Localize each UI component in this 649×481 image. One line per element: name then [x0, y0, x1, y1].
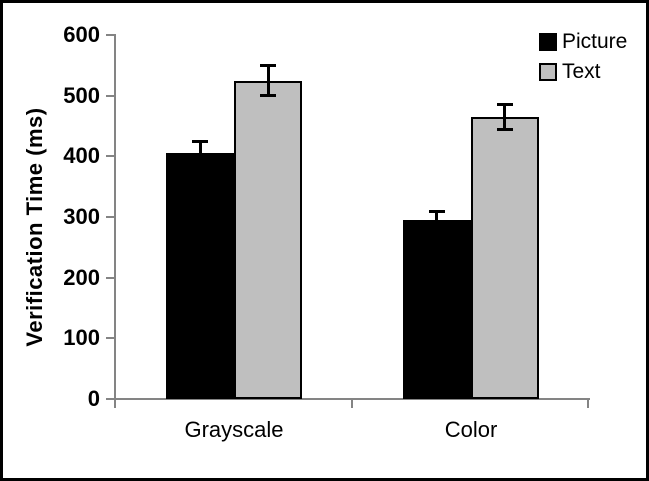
- error-bar-line: [266, 65, 270, 96]
- x-axis-line: [114, 398, 590, 400]
- y-tick-label: 400: [63, 143, 100, 169]
- legend-swatch-picture: [539, 33, 557, 51]
- y-tick-label: 200: [63, 264, 100, 290]
- y-tick-label: 500: [63, 82, 100, 108]
- y-tick-label: 600: [63, 22, 100, 47]
- bar-text-grayscale: [234, 80, 303, 399]
- legend-label-text: Text: [562, 60, 601, 83]
- x-tick-mark: [587, 400, 589, 408]
- y-tick-mark: [106, 94, 114, 97]
- y-axis-line: [114, 34, 116, 401]
- error-bar-cap-top: [496, 103, 513, 107]
- error-bar-cap-bottom: [260, 93, 277, 97]
- y-tick-mark: [106, 155, 114, 158]
- y-tick-mark: [106, 216, 114, 218]
- y-tick-label: 0: [87, 386, 100, 411]
- error-bar-cap-top: [192, 140, 209, 144]
- legend-entry-text: Text: [539, 57, 627, 87]
- bar-text-color: [470, 116, 539, 399]
- error-bar-cap-bottom: [192, 163, 209, 167]
- legend: Picture Text: [539, 27, 627, 87]
- x-tick-mark: [114, 400, 116, 408]
- y-tick-label: 300: [63, 204, 100, 229]
- legend-swatch-text: [539, 63, 557, 81]
- legend-label-picture: Picture: [562, 30, 628, 53]
- error-bar-cap-bottom: [428, 227, 445, 231]
- error-bar-cap-bottom: [496, 127, 513, 131]
- error-bar-cap-top: [428, 209, 445, 213]
- x-category-label-color: Color: [444, 417, 498, 442]
- x-category-label-grayscale: Grayscale: [184, 417, 284, 442]
- y-tick-mark: [106, 398, 114, 400]
- y-tick-mark: [106, 337, 114, 340]
- y-tick-mark: [106, 276, 114, 279]
- y-tick-label: 100: [63, 325, 100, 351]
- error-bar-line: [198, 141, 202, 166]
- bar-picture-color: [402, 220, 471, 399]
- legend-entry-picture: Picture: [539, 27, 627, 57]
- bar-picture-grayscale: [166, 153, 235, 399]
- x-tick-mark: [350, 400, 353, 408]
- y-tick-mark: [106, 34, 114, 36]
- error-bar-line: [435, 210, 439, 230]
- error-bar-line: [503, 104, 507, 130]
- error-bar-cap-top: [260, 64, 277, 68]
